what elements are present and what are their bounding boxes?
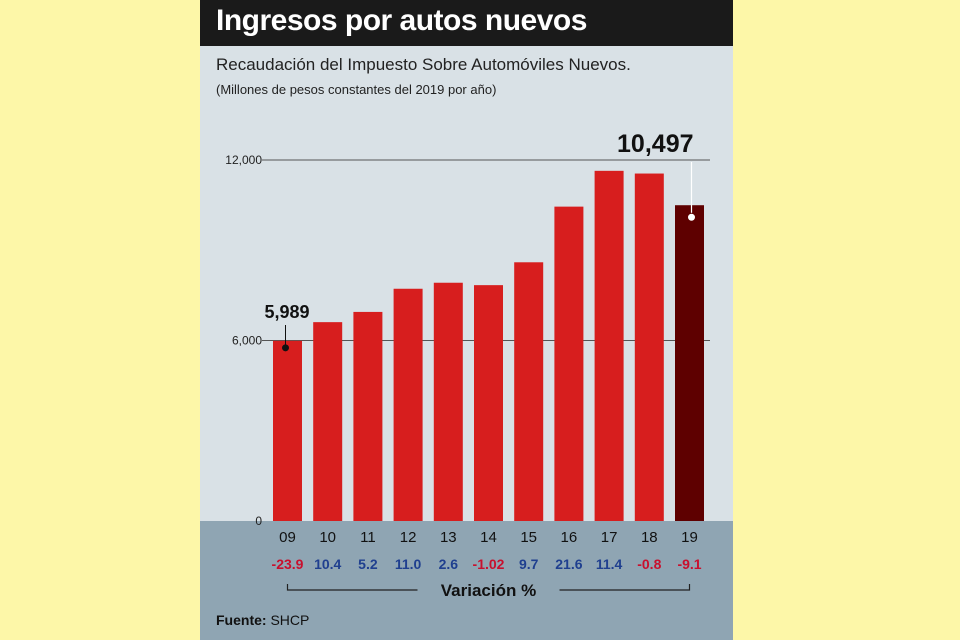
x-tick-label: 09 <box>279 529 296 546</box>
variation-label: Variación % <box>441 581 536 600</box>
unit-note: (Millones de pesos constantes del 2019 p… <box>216 82 497 97</box>
x-tick-label: 13 <box>440 529 457 546</box>
bar <box>675 205 704 521</box>
bar <box>594 170 624 521</box>
chart-title: Ingresos por autos nuevos <box>216 4 587 37</box>
bar <box>474 285 503 521</box>
y-tick-label: 6,000 <box>232 334 262 348</box>
y-tick-label: 12,000 <box>225 153 262 167</box>
bottom-band <box>200 521 733 640</box>
bar <box>313 322 343 521</box>
annotation-dot <box>687 212 696 222</box>
y-tick-label: 0 <box>255 514 262 528</box>
bar <box>554 206 584 522</box>
variation-value: -23.9 <box>272 556 304 572</box>
bar <box>433 282 463 521</box>
x-tick-label: 16 <box>561 529 578 546</box>
bar <box>514 262 544 521</box>
bracket-left <box>286 584 418 591</box>
variation-value: -9.1 <box>677 556 701 572</box>
x-tick-label: 18 <box>641 529 658 546</box>
x-tick-label: 17 <box>601 529 618 546</box>
annotation-label: 5,989 <box>265 302 310 322</box>
bar <box>393 288 423 521</box>
variation-value: -1.02 <box>473 556 505 572</box>
infographic-card: Ingresos por autos nuevos Recaudación de… <box>200 0 733 640</box>
x-tick-label: 14 <box>480 529 497 546</box>
source-value: SHCP <box>270 612 310 628</box>
x-tick-label: 11 <box>360 529 376 546</box>
variation-value: 11.4 <box>596 556 623 572</box>
annotation-dot <box>282 344 289 352</box>
annotation-label: 10,497 <box>617 130 693 158</box>
variation-value: 2.6 <box>439 556 459 572</box>
variation-value: 11.0 <box>395 556 422 572</box>
x-tick-label: 12 <box>400 529 417 546</box>
chart-subtitle: Recaudación del Impuesto Sobre Automóvil… <box>216 55 631 74</box>
x-tick-label: 19 <box>681 529 698 546</box>
variation-value: 5.2 <box>358 556 378 572</box>
bar <box>273 340 302 521</box>
bar-chart: 0 6,000 12,000 09 10 11 12 13 14 15 16 17 18 19 -23.9 1… <box>225 130 710 600</box>
bar <box>634 173 664 521</box>
x-tick-label: 15 <box>520 529 537 546</box>
variation-value: 9.7 <box>519 556 539 572</box>
source-label: Fuente: <box>216 612 267 628</box>
variation-value: -0.8 <box>637 556 661 572</box>
x-tick-label: 10 <box>319 529 336 546</box>
bar <box>353 311 383 521</box>
variation-value: 10.4 <box>314 556 341 572</box>
title-bar: Ingresos por autos nuevos <box>200 0 733 46</box>
variation-value: 21.6 <box>555 556 582 572</box>
source-line: Fuente: SHCP <box>216 612 309 628</box>
bracket-right <box>559 584 691 591</box>
